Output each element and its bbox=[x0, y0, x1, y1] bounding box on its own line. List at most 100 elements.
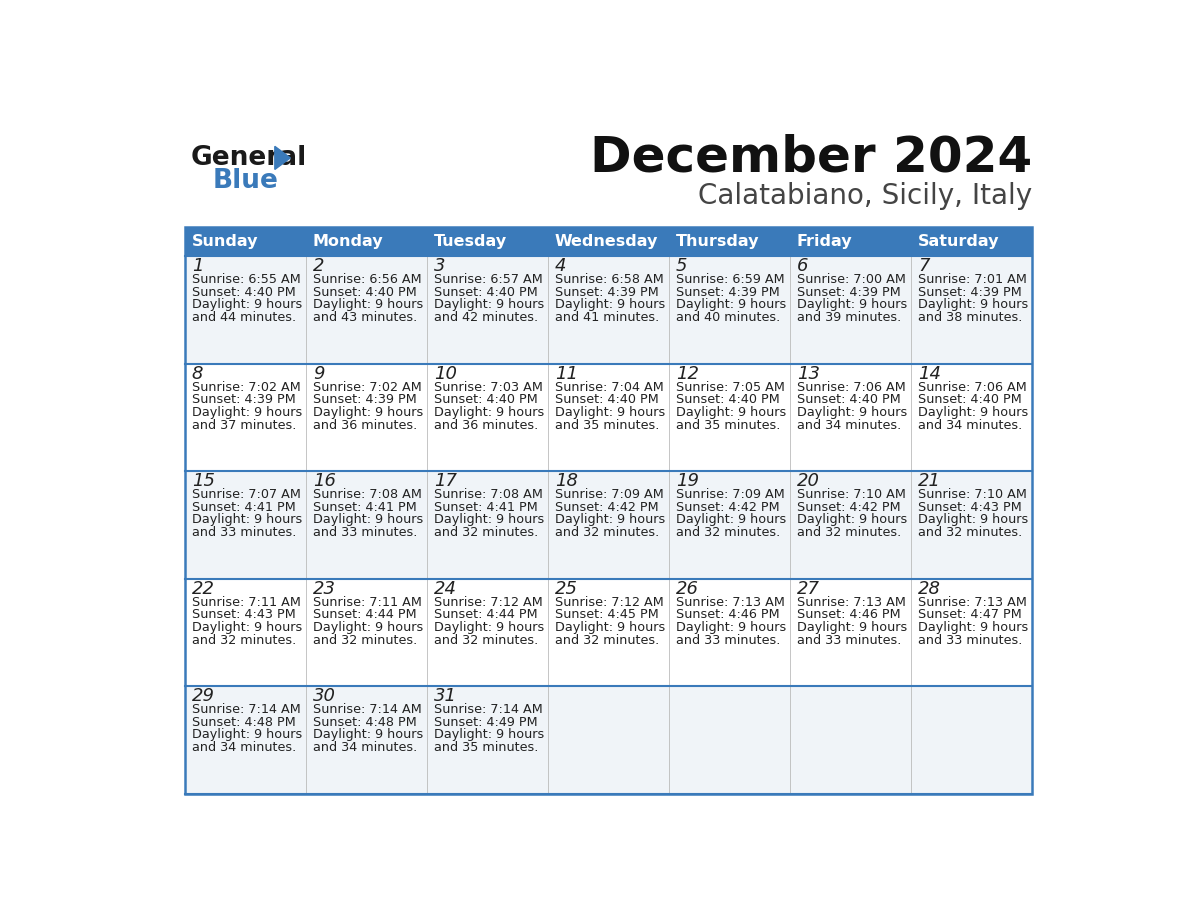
Text: Daylight: 9 hours: Daylight: 9 hours bbox=[192, 621, 302, 634]
Bar bbox=[911, 256, 1032, 364]
Text: Sunrise: 6:58 AM: Sunrise: 6:58 AM bbox=[555, 273, 664, 286]
Text: Sunset: 4:48 PM: Sunset: 4:48 PM bbox=[312, 716, 417, 729]
Bar bbox=[548, 364, 669, 472]
Text: 29: 29 bbox=[192, 688, 215, 705]
Text: Sunrise: 7:06 AM: Sunrise: 7:06 AM bbox=[918, 381, 1026, 394]
Text: Sunset: 4:47 PM: Sunset: 4:47 PM bbox=[918, 609, 1022, 621]
Text: 19: 19 bbox=[676, 473, 699, 490]
Text: 4: 4 bbox=[555, 257, 567, 275]
Text: Sunrise: 7:12 AM: Sunrise: 7:12 AM bbox=[434, 596, 543, 609]
Text: and 33 minutes.: and 33 minutes. bbox=[312, 526, 417, 539]
Text: and 44 minutes.: and 44 minutes. bbox=[192, 311, 296, 324]
Text: Sunrise: 7:02 AM: Sunrise: 7:02 AM bbox=[312, 381, 422, 394]
Text: Sunrise: 7:01 AM: Sunrise: 7:01 AM bbox=[918, 273, 1026, 286]
Text: 20: 20 bbox=[797, 473, 820, 490]
Bar bbox=[185, 364, 307, 472]
Bar bbox=[911, 579, 1032, 687]
Text: 10: 10 bbox=[434, 365, 457, 383]
Text: and 34 minutes.: and 34 minutes. bbox=[312, 741, 417, 755]
Text: Daylight: 9 hours: Daylight: 9 hours bbox=[192, 729, 302, 742]
Text: Saturday: Saturday bbox=[918, 234, 999, 250]
Bar bbox=[548, 579, 669, 687]
Bar bbox=[911, 687, 1032, 794]
Text: 12: 12 bbox=[676, 365, 699, 383]
Text: Sunrise: 7:10 AM: Sunrise: 7:10 AM bbox=[797, 488, 905, 501]
Text: Sunset: 4:41 PM: Sunset: 4:41 PM bbox=[192, 500, 296, 514]
Bar bbox=[548, 687, 669, 794]
Text: December 2024: December 2024 bbox=[589, 134, 1032, 182]
Text: Daylight: 9 hours: Daylight: 9 hours bbox=[797, 621, 908, 634]
Text: and 32 minutes.: and 32 minutes. bbox=[555, 633, 659, 646]
Text: 13: 13 bbox=[797, 365, 820, 383]
Text: Sunrise: 7:10 AM: Sunrise: 7:10 AM bbox=[918, 488, 1026, 501]
Text: Daylight: 9 hours: Daylight: 9 hours bbox=[192, 406, 302, 419]
Text: Wednesday: Wednesday bbox=[555, 234, 658, 250]
Text: 25: 25 bbox=[555, 580, 577, 598]
Text: and 34 minutes.: and 34 minutes. bbox=[192, 741, 296, 755]
Text: 21: 21 bbox=[918, 473, 941, 490]
Text: Sunset: 4:39 PM: Sunset: 4:39 PM bbox=[312, 393, 417, 407]
Bar bbox=[669, 579, 790, 687]
Text: Sunrise: 7:08 AM: Sunrise: 7:08 AM bbox=[312, 488, 422, 501]
Text: Daylight: 9 hours: Daylight: 9 hours bbox=[434, 298, 544, 311]
Text: Sunset: 4:40 PM: Sunset: 4:40 PM bbox=[797, 393, 901, 407]
Text: Sunrise: 7:04 AM: Sunrise: 7:04 AM bbox=[555, 381, 664, 394]
Text: Sunset: 4:46 PM: Sunset: 4:46 PM bbox=[797, 609, 901, 621]
Text: Sunrise: 6:57 AM: Sunrise: 6:57 AM bbox=[434, 273, 543, 286]
Text: and 33 minutes.: and 33 minutes. bbox=[918, 633, 1023, 646]
Text: and 35 minutes.: and 35 minutes. bbox=[676, 419, 781, 431]
Text: Daylight: 9 hours: Daylight: 9 hours bbox=[555, 513, 665, 526]
Text: Sunset: 4:43 PM: Sunset: 4:43 PM bbox=[192, 609, 296, 621]
Text: Blue: Blue bbox=[213, 168, 279, 194]
Text: Monday: Monday bbox=[312, 234, 384, 250]
Text: 28: 28 bbox=[918, 580, 941, 598]
Text: 14: 14 bbox=[918, 365, 941, 383]
Bar bbox=[185, 687, 307, 794]
Text: Sunrise: 7:09 AM: Sunrise: 7:09 AM bbox=[676, 488, 785, 501]
Bar bbox=[669, 227, 790, 256]
Text: and 34 minutes.: and 34 minutes. bbox=[918, 419, 1022, 431]
Text: Daylight: 9 hours: Daylight: 9 hours bbox=[918, 298, 1029, 311]
Polygon shape bbox=[274, 146, 290, 170]
Text: Sunset: 4:39 PM: Sunset: 4:39 PM bbox=[797, 285, 901, 298]
Text: Daylight: 9 hours: Daylight: 9 hours bbox=[434, 513, 544, 526]
Text: Daylight: 9 hours: Daylight: 9 hours bbox=[312, 513, 423, 526]
Bar bbox=[548, 256, 669, 364]
Text: Sunrise: 6:55 AM: Sunrise: 6:55 AM bbox=[192, 273, 301, 286]
Text: Daylight: 9 hours: Daylight: 9 hours bbox=[192, 513, 302, 526]
Text: Sunday: Sunday bbox=[192, 234, 259, 250]
Text: 5: 5 bbox=[676, 257, 688, 275]
Text: Sunrise: 7:13 AM: Sunrise: 7:13 AM bbox=[676, 596, 785, 609]
Text: Sunrise: 7:11 AM: Sunrise: 7:11 AM bbox=[192, 596, 301, 609]
Text: and 39 minutes.: and 39 minutes. bbox=[797, 311, 902, 324]
Text: Sunset: 4:45 PM: Sunset: 4:45 PM bbox=[555, 609, 658, 621]
Bar bbox=[548, 227, 669, 256]
Bar bbox=[790, 364, 911, 472]
Text: and 32 minutes.: and 32 minutes. bbox=[918, 526, 1022, 539]
Text: 2: 2 bbox=[312, 257, 324, 275]
Text: Sunrise: 6:56 AM: Sunrise: 6:56 AM bbox=[312, 273, 422, 286]
Text: Sunrise: 7:14 AM: Sunrise: 7:14 AM bbox=[434, 703, 543, 716]
Bar bbox=[426, 687, 548, 794]
Text: and 32 minutes.: and 32 minutes. bbox=[797, 526, 902, 539]
Text: Daylight: 9 hours: Daylight: 9 hours bbox=[676, 513, 786, 526]
Text: General: General bbox=[191, 145, 308, 171]
Bar bbox=[790, 227, 911, 256]
Bar bbox=[307, 364, 426, 472]
Text: Sunset: 4:42 PM: Sunset: 4:42 PM bbox=[676, 500, 779, 514]
Text: Daylight: 9 hours: Daylight: 9 hours bbox=[555, 406, 665, 419]
Text: Daylight: 9 hours: Daylight: 9 hours bbox=[434, 729, 544, 742]
Text: Sunrise: 7:06 AM: Sunrise: 7:06 AM bbox=[797, 381, 905, 394]
Text: and 32 minutes.: and 32 minutes. bbox=[192, 633, 296, 646]
Bar bbox=[426, 579, 548, 687]
Text: Sunrise: 7:11 AM: Sunrise: 7:11 AM bbox=[312, 596, 422, 609]
Text: Sunset: 4:40 PM: Sunset: 4:40 PM bbox=[312, 285, 417, 298]
Text: and 42 minutes.: and 42 minutes. bbox=[434, 311, 538, 324]
Text: Sunset: 4:40 PM: Sunset: 4:40 PM bbox=[918, 393, 1022, 407]
Text: and 32 minutes.: and 32 minutes. bbox=[434, 633, 538, 646]
Text: Sunset: 4:40 PM: Sunset: 4:40 PM bbox=[555, 393, 658, 407]
Text: Sunset: 4:39 PM: Sunset: 4:39 PM bbox=[918, 285, 1022, 298]
Bar bbox=[185, 472, 307, 579]
Bar bbox=[307, 687, 426, 794]
Text: Sunset: 4:40 PM: Sunset: 4:40 PM bbox=[192, 285, 296, 298]
